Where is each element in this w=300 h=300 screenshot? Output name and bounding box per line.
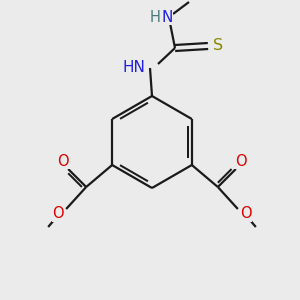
- Text: HN: HN: [123, 59, 146, 74]
- Text: S: S: [213, 38, 223, 52]
- Text: N: N: [161, 10, 173, 25]
- Text: O: O: [240, 206, 252, 221]
- Text: O: O: [52, 206, 64, 221]
- Text: O: O: [57, 154, 69, 169]
- Text: O: O: [235, 154, 247, 169]
- Text: H: H: [150, 10, 160, 25]
